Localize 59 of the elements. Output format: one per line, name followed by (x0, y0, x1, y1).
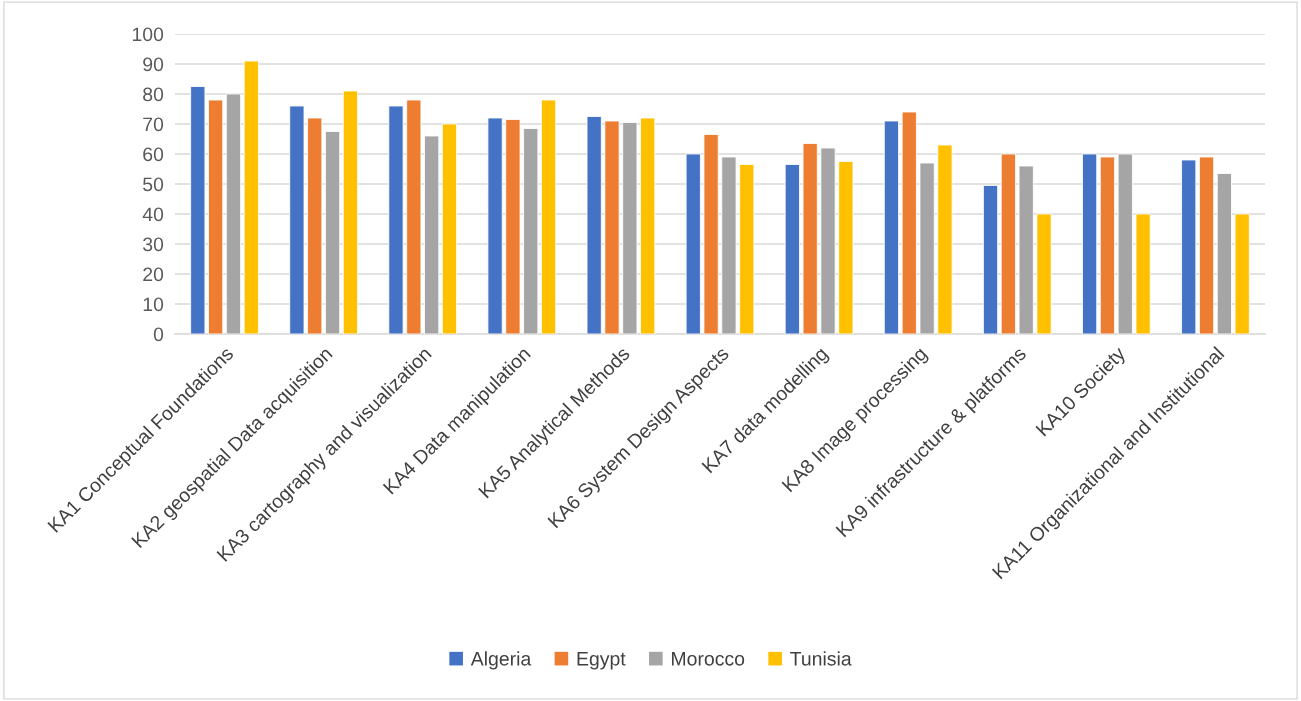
bar (406, 99, 422, 334)
bar (1036, 213, 1052, 334)
bar (505, 119, 521, 334)
bar (487, 117, 503, 334)
y-tick-label: 30 (143, 237, 164, 252)
bar (1018, 165, 1034, 334)
bar (883, 120, 899, 334)
bar (325, 131, 341, 334)
bar (541, 99, 557, 334)
y-tick-label: 90 (143, 57, 164, 72)
y-tick-label: 70 (143, 117, 164, 132)
bar (739, 164, 755, 334)
bar (784, 164, 800, 334)
legend-label: Tunisia (790, 651, 852, 666)
bar (1198, 156, 1215, 334)
bar (838, 161, 854, 334)
y-tick-label: 60 (143, 147, 164, 162)
legend-label: Algeria (470, 651, 532, 670)
bar (937, 144, 953, 334)
bar (1181, 159, 1197, 334)
bar (225, 93, 242, 334)
y-tick-label: 40 (142, 207, 164, 222)
bar (289, 105, 305, 334)
bar (1135, 213, 1151, 334)
bar (1117, 153, 1133, 334)
bar (721, 156, 737, 334)
bar (208, 99, 224, 334)
bar (424, 135, 440, 334)
bar (523, 128, 539, 334)
bar (1000, 153, 1016, 334)
y-tick-label: 10 (143, 297, 164, 312)
bar (243, 60, 259, 334)
bar (1216, 173, 1232, 334)
bar (1234, 213, 1250, 334)
bar (622, 122, 638, 334)
bar (982, 185, 999, 334)
legend-label: Morocco (672, 652, 745, 666)
y-tick-label: 100 (132, 27, 164, 42)
bar (190, 86, 206, 334)
bar (342, 90, 358, 334)
y-tick-label: 20 (143, 267, 164, 282)
bar (388, 105, 404, 334)
bar (586, 116, 602, 334)
y-tick-label: 50 (143, 177, 164, 192)
bar (919, 162, 935, 334)
bar (1082, 153, 1098, 334)
bar (604, 120, 620, 334)
bar (1099, 156, 1115, 334)
bar (307, 117, 323, 334)
y-tick-label: 0 (153, 327, 164, 342)
bar (901, 111, 917, 334)
bar (703, 134, 719, 334)
bar (640, 117, 656, 334)
bar (441, 123, 458, 334)
bar (685, 153, 701, 334)
bar (820, 147, 836, 334)
y-tick-label: 80 (143, 87, 164, 102)
legend-label: Egypt (577, 652, 626, 670)
bar (802, 143, 818, 334)
